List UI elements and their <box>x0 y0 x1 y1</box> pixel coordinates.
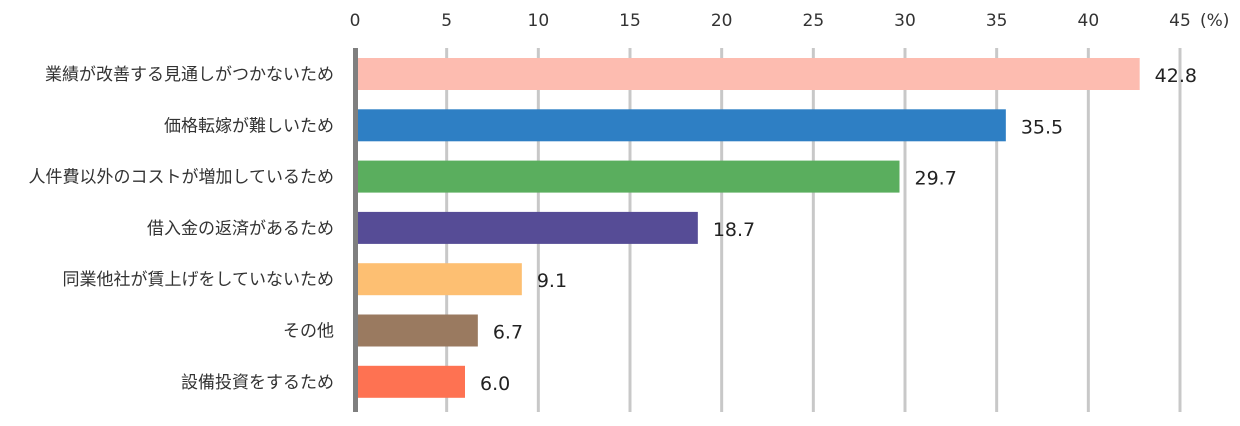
x-tick-label: 5 <box>441 11 452 31</box>
x-tick-label: 45 <box>1169 11 1191 31</box>
x-tick-label: 25 <box>803 11 825 31</box>
data-labels: 42.8 35.5 29.7 18.7 9.1 6.7 6.0 <box>480 65 1197 395</box>
category-label: その他 <box>283 322 334 342</box>
x-tick-label: 10 <box>528 11 550 31</box>
bar <box>358 109 1006 142</box>
data-label: 35.5 <box>1021 116 1063 138</box>
data-label: 29.7 <box>915 168 957 190</box>
gridlines <box>445 48 1182 412</box>
data-label: 6.0 <box>480 373 510 395</box>
category-label: 業績が改善する見通しがつかないため <box>45 65 334 85</box>
y-axis-line <box>353 48 358 412</box>
category-label: 同業他社が賃上げをしていないため <box>63 270 335 290</box>
data-label: 6.7 <box>493 322 523 344</box>
data-label: 42.8 <box>1155 65 1197 87</box>
bar <box>358 314 478 347</box>
bar <box>358 160 900 193</box>
category-labels: 業績が改善する見通しがつかないため価格転嫁が難しいため人件費以外のコストが増加し… <box>29 65 335 393</box>
category-label: 価格転嫁が難しいため <box>164 116 334 136</box>
x-tick-label: 0 <box>350 11 361 31</box>
bar <box>358 365 465 398</box>
bar <box>358 263 522 296</box>
x-tick-label: 30 <box>894 11 916 31</box>
x-tick-label: 20 <box>711 11 733 31</box>
x-axis-ticks: 0 5 10 15 20 25 30 35 40 45 <box>350 11 1191 31</box>
x-tick-label: 40 <box>1078 11 1100 31</box>
bar <box>358 211 698 244</box>
category-label: 設備投資をするため <box>181 373 334 393</box>
x-tick-label: 15 <box>619 11 641 31</box>
category-label: 人件費以外のコストが増加しているため <box>29 168 335 188</box>
bars <box>358 58 1140 398</box>
unit-label: (%) <box>1200 11 1229 31</box>
bar <box>358 58 1140 90</box>
data-label: 18.7 <box>713 219 755 241</box>
x-tick-label: 35 <box>986 11 1008 31</box>
data-label: 9.1 <box>537 270 567 292</box>
category-label: 借入金の返済があるため <box>147 219 334 239</box>
